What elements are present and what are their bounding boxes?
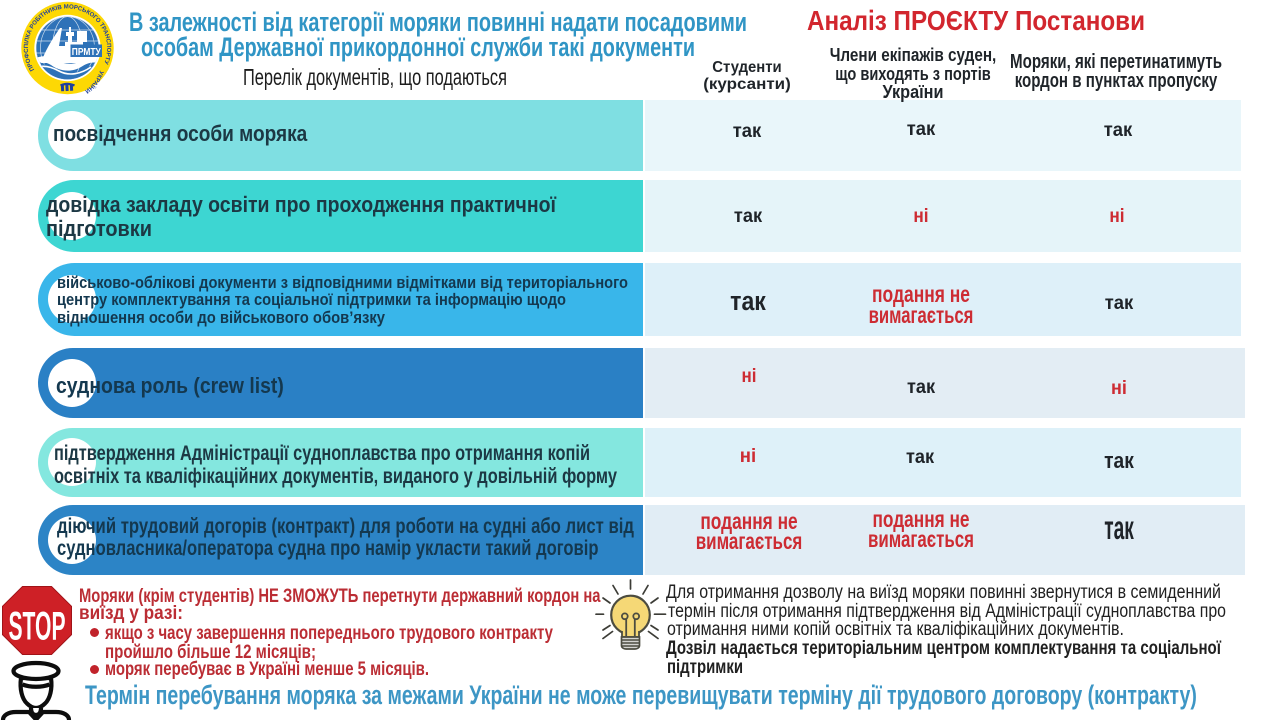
svg-text:STOP: STOP (9, 605, 66, 649)
svg-text:ПРМТУ: ПРМТУ (72, 46, 101, 58)
